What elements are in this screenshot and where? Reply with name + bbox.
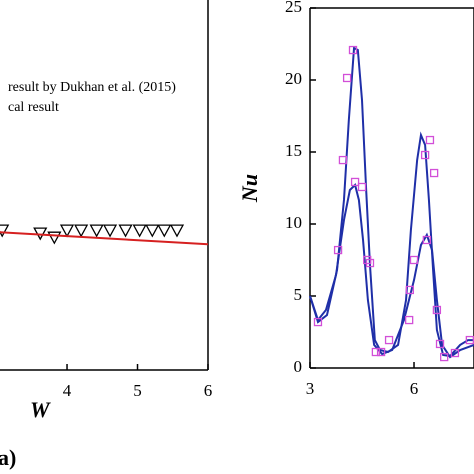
data-point	[333, 245, 343, 255]
data-point	[440, 352, 449, 362]
data-point	[145, 224, 160, 238]
x-tick-label: 4	[63, 381, 72, 400]
y-axis-label: Nu	[237, 174, 262, 203]
x-tick-label: 6	[204, 381, 213, 400]
data-point	[432, 305, 442, 315]
data-point	[348, 45, 358, 55]
data-point	[405, 285, 415, 295]
data-point	[465, 335, 474, 345]
data-point	[420, 150, 430, 160]
legend-entry: result by Dukhan et al. (2015)	[8, 80, 176, 95]
series-line	[309, 46, 474, 358]
data-point	[365, 258, 375, 268]
legend-entry: cal result	[8, 100, 59, 115]
series-line	[309, 183, 474, 359]
data-point	[89, 224, 104, 238]
data-point	[429, 168, 439, 178]
data-point	[102, 224, 118, 238]
data-point	[422, 235, 431, 245]
panel-label: a)	[0, 445, 16, 470]
data-point	[338, 155, 348, 165]
x-tick-label: 3	[306, 379, 315, 398]
data-point	[169, 224, 185, 238]
data-point	[47, 231, 62, 245]
data-point	[342, 73, 352, 83]
y-tick-label: 10	[285, 213, 302, 232]
data-point	[357, 182, 367, 192]
x-tick-label: 6	[410, 379, 419, 398]
y-tick-label: 0	[294, 357, 303, 376]
data-point	[118, 224, 133, 238]
x-axis-label: W	[30, 397, 51, 422]
series-line	[0, 231, 209, 246]
data-point	[425, 135, 435, 145]
data-point	[132, 224, 147, 238]
data-point	[435, 339, 445, 349]
data-point	[376, 347, 386, 357]
data-point	[405, 315, 414, 325]
y-tick-label: 5	[294, 285, 303, 304]
data-point	[450, 348, 460, 358]
data-point	[157, 224, 172, 238]
y-tick-label: 25	[285, 0, 302, 16]
y-tick-label: 15	[285, 141, 302, 160]
data-point	[59, 224, 75, 238]
data-point	[371, 347, 381, 357]
data-point	[409, 255, 419, 265]
data-point	[350, 177, 360, 187]
x-tick-label: 5	[133, 381, 142, 400]
data-point	[384, 335, 394, 345]
y-tick-label: 20	[285, 69, 302, 88]
data-point	[74, 224, 89, 238]
data-point	[313, 317, 323, 327]
data-point	[0, 224, 10, 238]
